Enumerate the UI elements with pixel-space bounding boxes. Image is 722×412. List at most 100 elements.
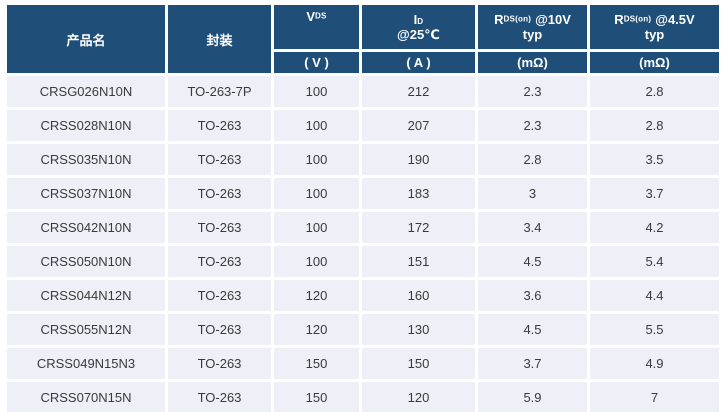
cell-rds10: 3.6 <box>478 280 587 311</box>
product-spec-table: 产品名 封装 VDS ID @25℃ RDS(on) @10V typ RDS(o… <box>4 2 722 412</box>
cell-package: TO-263 <box>168 246 271 277</box>
column-header-rds45: RDS(on) @4.5V typ <box>590 5 719 49</box>
id-symbol: I <box>413 11 418 27</box>
cell-rds10: 4.5 <box>478 246 587 277</box>
cell-vds: 150 <box>274 348 359 379</box>
cell-vds: 100 <box>274 76 359 107</box>
cell-id: 212 <box>362 76 475 107</box>
id-symbol-subscript: D <box>417 16 424 26</box>
table-row: CRSS049N15N3 TO-263 150 150 3.7 4.9 <box>7 348 719 379</box>
cell-vds: 100 <box>274 110 359 141</box>
table-header: 产品名 封装 VDS ID @25℃ RDS(on) @10V typ RDS(o… <box>7 5 719 73</box>
table-row: CRSS044N12N TO-263 120 160 3.6 4.4 <box>7 280 719 311</box>
cell-id: 120 <box>362 382 475 412</box>
vds-symbol: V <box>306 9 316 24</box>
cell-rds45: 4.9 <box>590 348 719 379</box>
column-header-rds10: RDS(on) @10V typ <box>478 5 587 49</box>
cell-rds45: 5.5 <box>590 314 719 345</box>
cell-id: 150 <box>362 348 475 379</box>
rds45-condition: @4.5V <box>655 12 695 27</box>
cell-id: 151 <box>362 246 475 277</box>
table-body: CRSG026N10N TO-263-7P 100 212 2.3 2.8 CR… <box>7 76 719 412</box>
cell-rds10: 3.4 <box>478 212 587 243</box>
cell-rds45: 2.8 <box>590 76 719 107</box>
cell-rds45: 2.8 <box>590 110 719 141</box>
table-row: CRSS070N15N TO-263 150 120 5.9 7 <box>7 382 719 412</box>
cell-vds: 120 <box>274 314 359 345</box>
id-symbol-line: ID <box>362 12 475 27</box>
cell-vds: 120 <box>274 280 359 311</box>
cell-package: TO-263 <box>168 382 271 412</box>
cell-package: TO-263-7P <box>168 76 271 107</box>
cell-id: 190 <box>362 144 475 175</box>
cell-rds45: 3.7 <box>590 178 719 209</box>
cell-vds: 150 <box>274 382 359 412</box>
unit-vds: ( V ) <box>274 52 359 73</box>
unit-rds45: (mΩ) <box>590 52 719 73</box>
column-header-product: 产品名 <box>7 5 165 73</box>
cell-rds10: 3 <box>478 178 587 209</box>
cell-package: TO-263 <box>168 314 271 345</box>
cell-rds10: 3.7 <box>478 348 587 379</box>
cell-id: 183 <box>362 178 475 209</box>
rds45-symbol-line: RDS(on) @4.5V <box>590 12 719 27</box>
vds-symbol-subscript: DS <box>315 11 327 21</box>
rds10-symbol-subscript: DS(on) <box>503 14 532 24</box>
cell-package: TO-263 <box>168 178 271 209</box>
cell-rds45: 4.2 <box>590 212 719 243</box>
cell-rds10: 2.3 <box>478 110 587 141</box>
cell-id: 160 <box>362 280 475 311</box>
cell-vds: 100 <box>274 212 359 243</box>
cell-id: 130 <box>362 314 475 345</box>
cell-product: CRSS049N15N3 <box>7 348 165 379</box>
table-row: CRSS028N10N TO-263 100 207 2.3 2.8 <box>7 110 719 141</box>
cell-rds10: 2.8 <box>478 144 587 175</box>
cell-product: CRSS055N12N <box>7 314 165 345</box>
cell-vds: 100 <box>274 144 359 175</box>
cell-rds45: 7 <box>590 382 719 412</box>
rds10-typ-label: typ <box>522 27 543 42</box>
rds45-symbol: R <box>614 12 624 27</box>
cell-product: CRSS044N12N <box>7 280 165 311</box>
header-main-row: 产品名 封装 VDS ID @25℃ RDS(on) @10V typ RDS(o… <box>7 5 719 73</box>
cell-id: 207 <box>362 110 475 141</box>
rds10-symbol: R <box>494 12 504 27</box>
cell-product: CRSS070N15N <box>7 382 165 412</box>
table-row: CRSS037N10N TO-263 100 183 3 3.7 <box>7 178 719 209</box>
table-row: CRSS055N12N TO-263 120 130 4.5 5.5 <box>7 314 719 345</box>
unit-id: ( A ) <box>362 52 475 73</box>
cell-rds10: 5.9 <box>478 382 587 412</box>
rds10-symbol-line: RDS(on) @10V <box>478 12 587 27</box>
cell-vds: 100 <box>274 178 359 209</box>
cell-product: CRSS050N10N <box>7 246 165 277</box>
cell-package: TO-263 <box>168 212 271 243</box>
header-unit-row: ( V ) ( A ) (mΩ) (mΩ) <box>7 52 719 73</box>
rds10-condition: @10V <box>535 12 571 27</box>
id-condition: @25℃ <box>397 26 440 42</box>
cell-package: TO-263 <box>168 348 271 379</box>
cell-vds: 100 <box>274 246 359 277</box>
cell-id: 172 <box>362 212 475 243</box>
cell-product: CRSS042N10N <box>7 212 165 243</box>
cell-product: CRSG026N10N <box>7 76 165 107</box>
cell-rds10: 4.5 <box>478 314 587 345</box>
table-row: CRSS035N10N TO-263 100 190 2.8 3.5 <box>7 144 719 175</box>
column-header-id: ID @25℃ <box>362 5 475 49</box>
cell-product: CRSS035N10N <box>7 144 165 175</box>
table-row: CRSG026N10N TO-263-7P 100 212 2.3 2.8 <box>7 76 719 107</box>
column-header-vds: VDS <box>274 5 359 49</box>
unit-rds10: (mΩ) <box>478 52 587 73</box>
cell-rds45: 3.5 <box>590 144 719 175</box>
table-row: CRSS042N10N TO-263 100 172 3.4 4.2 <box>7 212 719 243</box>
cell-rds45: 5.4 <box>590 246 719 277</box>
rds45-symbol-subscript: DS(on) <box>623 14 652 24</box>
cell-package: TO-263 <box>168 280 271 311</box>
cell-package: TO-263 <box>168 110 271 141</box>
column-header-package: 封装 <box>168 5 271 73</box>
table-row: CRSS050N10N TO-263 100 151 4.5 5.4 <box>7 246 719 277</box>
cell-package: TO-263 <box>168 144 271 175</box>
rds45-typ-label: typ <box>644 27 665 42</box>
cell-rds10: 2.3 <box>478 76 587 107</box>
cell-product: CRSS037N10N <box>7 178 165 209</box>
cell-product: CRSS028N10N <box>7 110 165 141</box>
